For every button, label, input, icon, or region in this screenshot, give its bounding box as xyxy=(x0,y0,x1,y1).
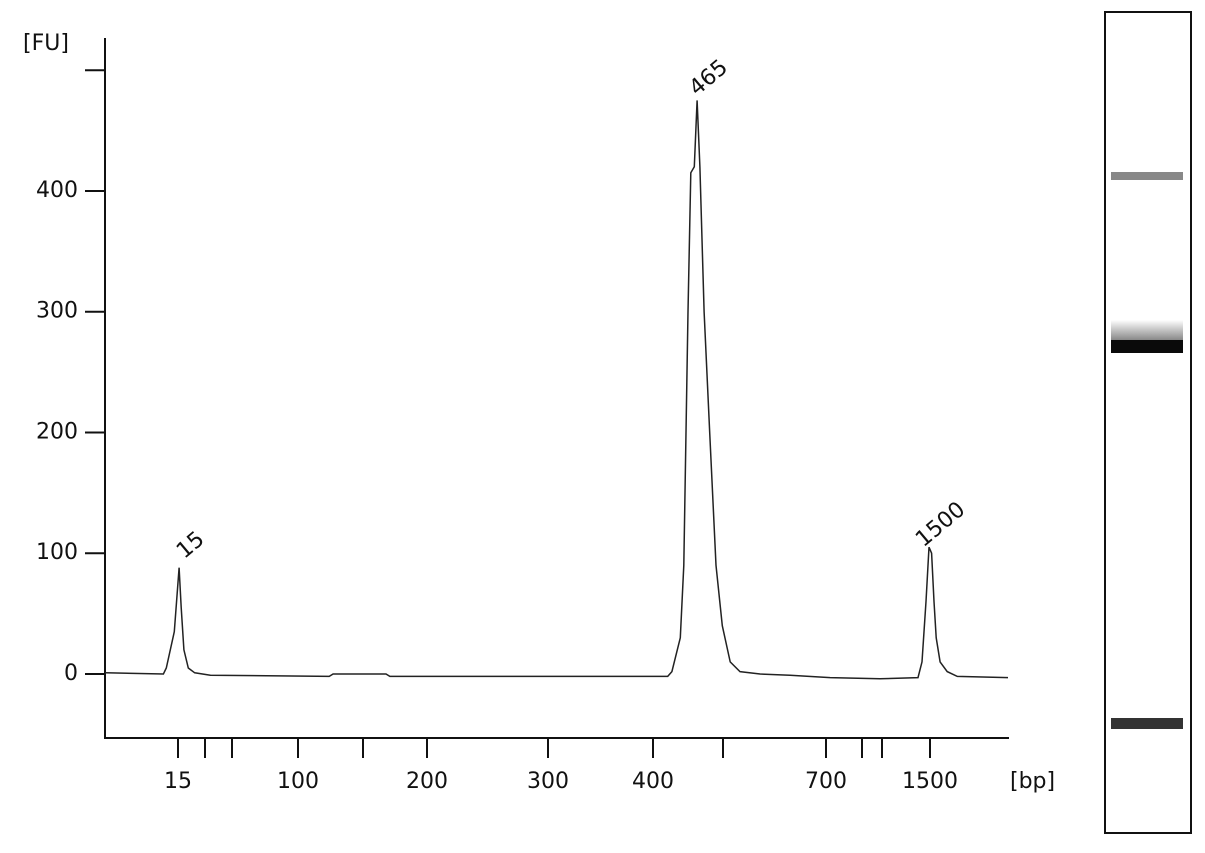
x-tick-label: 400 xyxy=(632,769,674,794)
y-tick-label: 100 xyxy=(36,540,78,565)
gel-band xyxy=(1111,718,1183,729)
x-tick-label: 700 xyxy=(805,769,847,794)
x-tick-label: 100 xyxy=(277,769,319,794)
gel-band xyxy=(1111,340,1183,353)
x-axis-label: [bp] xyxy=(1010,769,1055,794)
peak-label: 465 xyxy=(685,55,733,101)
y-tick-label: 400 xyxy=(36,178,78,203)
y-tick-label: 200 xyxy=(36,419,78,444)
gel-band xyxy=(1111,172,1183,180)
trace xyxy=(104,100,1009,680)
peak-label: 1500 xyxy=(911,497,970,552)
gel-frame xyxy=(1104,11,1192,834)
x-tick-label: 200 xyxy=(406,769,448,794)
x-tick-label: 300 xyxy=(527,769,569,794)
gel-lane xyxy=(1104,11,1192,834)
gel-band-smear xyxy=(1111,320,1183,340)
peak-label: 15 xyxy=(172,527,210,564)
y-tick-label: 300 xyxy=(36,299,78,324)
x-tick-label: 15 xyxy=(164,769,192,794)
x-tick-label: 1500 xyxy=(902,769,958,794)
y-tick-label: 0 xyxy=(64,661,78,686)
y-axis-label: [FU] xyxy=(23,31,69,56)
